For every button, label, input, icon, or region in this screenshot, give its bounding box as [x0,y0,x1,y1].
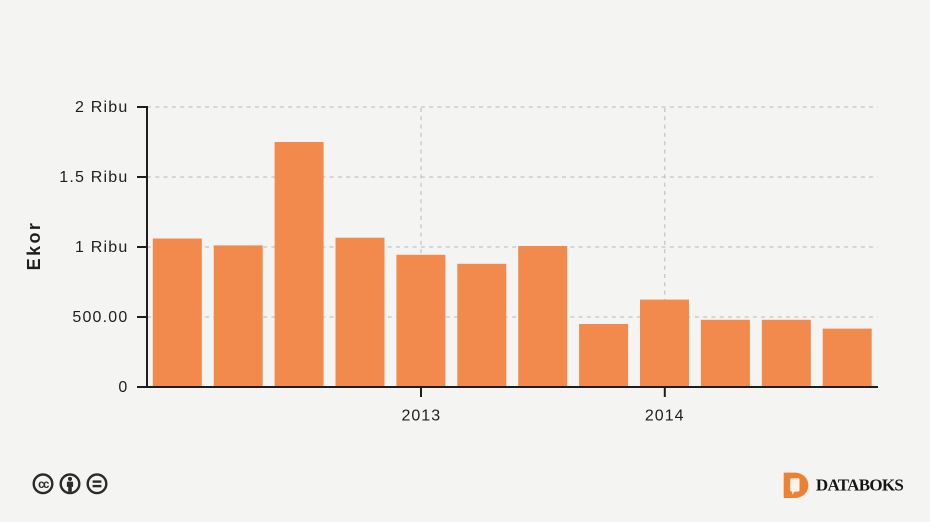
svg-text:500.00: 500.00 [72,309,128,326]
svg-text:1.5 Ribu: 1.5 Ribu [59,169,128,186]
svg-text:Ekor: Ekor [24,221,44,271]
svg-text:2014: 2014 [645,408,685,425]
svg-text:1 Ribu: 1 Ribu [75,239,128,256]
svg-text:DATABOKS: DATABOKS [816,476,904,495]
svg-text:0: 0 [118,379,128,396]
svg-text:2 Ribu: 2 Ribu [75,99,128,116]
svg-text:2013: 2013 [402,408,442,425]
